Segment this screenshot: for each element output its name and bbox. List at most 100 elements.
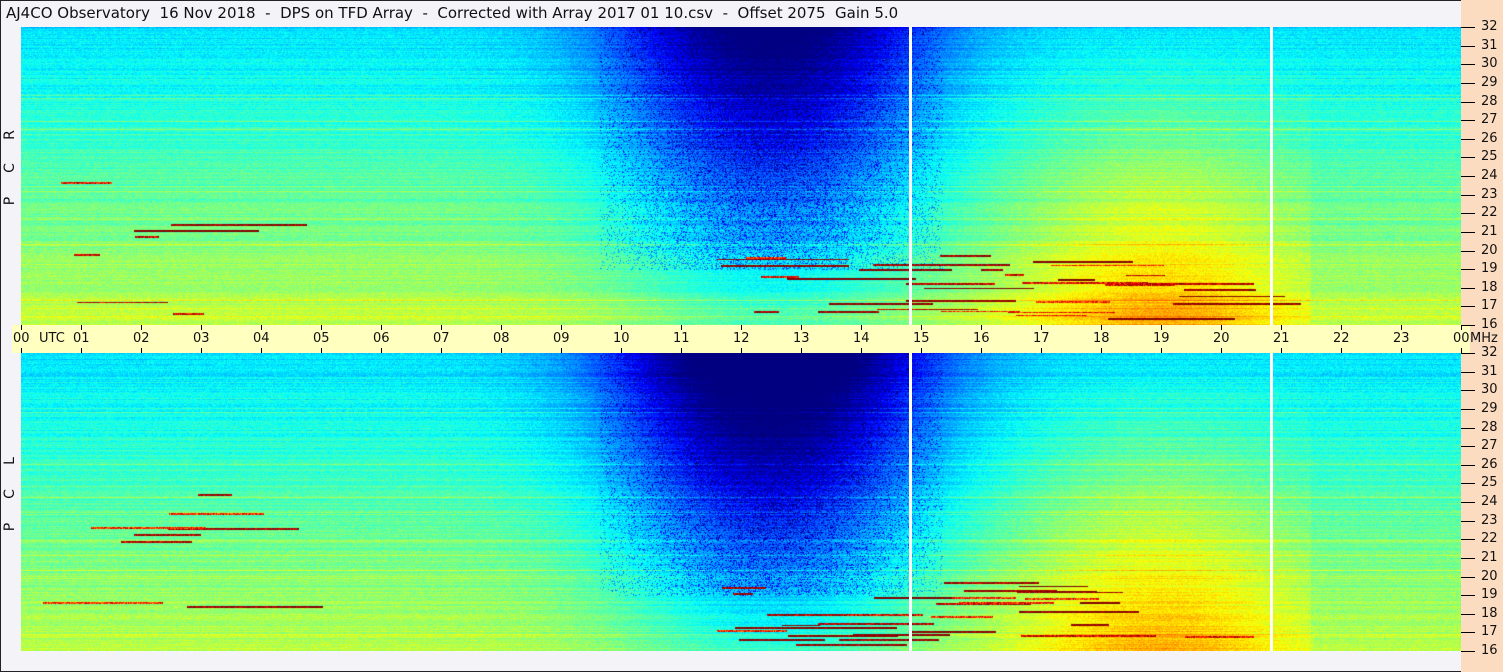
frequency-tick-label: 24 xyxy=(1481,168,1498,183)
time-tick-label: 05 xyxy=(313,331,330,346)
time-tick xyxy=(861,348,862,353)
lcp-spectrogram xyxy=(21,353,1461,651)
frequency-tick xyxy=(1461,27,1475,28)
time-tick-label: 01 xyxy=(73,331,90,346)
frequency-tick xyxy=(1461,269,1475,271)
frequency-tick-label: 27 xyxy=(1481,112,1498,128)
time-axis-label: UTC xyxy=(39,331,65,346)
frequency-tick xyxy=(1461,576,1475,578)
time-tick xyxy=(1461,348,1462,353)
time-tick xyxy=(561,348,562,353)
frequency-tick xyxy=(1461,446,1475,448)
time-tick xyxy=(261,325,262,330)
polarization-label: L xyxy=(2,457,18,465)
polarization-label: R xyxy=(2,130,18,140)
frequency-tick xyxy=(1461,82,1475,84)
frequency-tick-label: 32 xyxy=(1481,19,1498,34)
time-tick xyxy=(621,348,622,353)
frequency-tick-label: 18 xyxy=(1481,605,1498,621)
frequency-tick xyxy=(1461,464,1475,466)
time-tick xyxy=(861,325,862,330)
time-tick xyxy=(1401,325,1402,330)
frequency-tick-label: 29 xyxy=(1481,400,1498,416)
time-tick xyxy=(81,348,82,353)
data-gap-line xyxy=(1270,27,1274,325)
time-tick xyxy=(1041,348,1042,353)
frequency-tick-label: 18 xyxy=(1481,279,1498,295)
frequency-tick xyxy=(1461,632,1475,634)
time-tick-label: 23 xyxy=(1393,331,1410,346)
time-tick xyxy=(1161,325,1162,330)
time-tick-label: 14 xyxy=(853,331,870,346)
data-gap-line xyxy=(1270,353,1274,651)
time-tick xyxy=(1341,348,1342,353)
frequency-tick-label: 20 xyxy=(1481,568,1498,584)
frequency-tick-label: 28 xyxy=(1481,93,1498,109)
time-tick xyxy=(981,325,982,330)
frequency-tick xyxy=(1461,502,1475,503)
frequency-tick-label: 22 xyxy=(1481,205,1498,221)
frequency-tick xyxy=(1461,390,1475,392)
frequency-tick xyxy=(1461,287,1475,289)
time-tick-label: 18 xyxy=(1093,331,1110,346)
time-tick xyxy=(141,348,142,353)
time-tick xyxy=(621,325,622,330)
time-tick-label: 08 xyxy=(493,331,510,346)
frequency-tick-label: 22 xyxy=(1481,531,1498,547)
frequency-tick-label: 26 xyxy=(1481,456,1498,472)
time-tick xyxy=(321,348,322,353)
frequency-tick xyxy=(1461,306,1475,308)
frequency-tick-label: 16 xyxy=(1481,317,1498,332)
time-tick-label: 02 xyxy=(133,331,150,346)
time-tick-label: 22 xyxy=(1333,331,1350,346)
frequency-tick xyxy=(1461,157,1475,159)
time-tick xyxy=(921,348,922,353)
time-tick xyxy=(441,325,442,330)
frequency-tick xyxy=(1461,45,1475,47)
frequency-tick-label: 25 xyxy=(1481,475,1498,491)
polarization-label: P xyxy=(2,522,18,532)
frequency-tick xyxy=(1461,651,1475,652)
frequency-tick xyxy=(1461,64,1475,66)
frequency-tick-label: 21 xyxy=(1481,549,1498,565)
time-tick-label: 13 xyxy=(793,331,810,346)
frequency-tick-label: 28 xyxy=(1481,419,1498,435)
time-tick-label: 11 xyxy=(673,331,690,346)
time-tick xyxy=(201,348,202,353)
time-tick xyxy=(1281,348,1282,353)
frequency-tick-label: 23 xyxy=(1481,512,1498,528)
time-tick xyxy=(1341,325,1342,330)
frequency-tick-label: 17 xyxy=(1481,624,1498,640)
time-tick xyxy=(1281,325,1282,330)
time-tick xyxy=(501,348,502,353)
time-tick xyxy=(801,348,802,353)
frequency-tick xyxy=(1461,213,1475,215)
time-tick-label: 07 xyxy=(433,331,450,346)
frequency-tick xyxy=(1461,557,1475,559)
rcp-spectrogram xyxy=(21,27,1461,325)
polarization-label: P xyxy=(2,196,18,206)
time-tick xyxy=(681,325,682,330)
time-tick xyxy=(681,348,682,353)
polarization-label: C xyxy=(2,489,18,499)
frequency-tick xyxy=(1461,250,1475,252)
data-gap-line xyxy=(909,353,912,651)
frequency-tick-label: 16 xyxy=(1481,643,1498,658)
frequency-tick xyxy=(1461,101,1475,103)
time-tick xyxy=(21,325,22,330)
frequency-tick xyxy=(1461,176,1475,177)
frequency-tick xyxy=(1461,325,1475,326)
frequency-tick-label: 24 xyxy=(1481,494,1498,509)
frequency-tick xyxy=(1461,120,1475,122)
time-tick-label: 20 xyxy=(1213,331,1230,346)
data-gap-line xyxy=(909,27,912,325)
frequency-unit-label: MHz xyxy=(1470,331,1498,346)
time-tick-label: 00 xyxy=(1453,331,1470,346)
time-tick xyxy=(381,348,382,353)
frequency-tick-label: 30 xyxy=(1481,56,1498,72)
frequency-tick xyxy=(1461,483,1475,485)
time-tick xyxy=(81,325,82,330)
time-tick xyxy=(561,325,562,330)
frequency-tick xyxy=(1461,138,1475,140)
frequency-tick-label: 29 xyxy=(1481,74,1498,90)
